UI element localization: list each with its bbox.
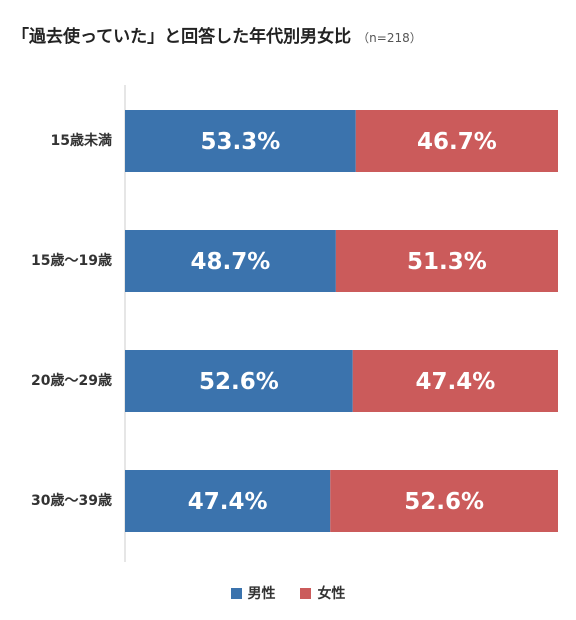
category-label: 30歳〜39歳 (31, 492, 112, 509)
bar-segment-male (125, 110, 356, 172)
chart-title: 「過去使っていた」と回答した年代別男女比 （n=218） (12, 22, 422, 47)
category-label: 15歳未満 (51, 132, 112, 149)
data-label-female: 47.4% (415, 369, 495, 395)
category-label: 20歳〜29歳 (31, 372, 112, 389)
bar-segment-male (125, 230, 336, 292)
data-label-female: 46.7% (417, 129, 497, 155)
bar-segment-male (125, 350, 353, 412)
legend-item-female: 女性 (300, 583, 345, 603)
data-label-male: 53.3% (200, 129, 280, 155)
chart-legend: 男性 女性 (0, 583, 576, 603)
data-label-male: 48.7% (191, 249, 271, 275)
bar-segment-female (352, 350, 558, 412)
data-label-male: 52.6% (199, 369, 279, 395)
bar-segment-female (330, 470, 558, 532)
legend-swatch-female (300, 587, 312, 599)
legend-label-male: 男性 (247, 586, 276, 602)
legend-swatch-male (230, 587, 242, 599)
bar-segment-female (355, 110, 558, 172)
bar-segment-female (335, 230, 558, 292)
data-label-female: 52.6% (404, 489, 484, 515)
legend-item-male: 男性 (230, 583, 276, 603)
bar-segment-male (125, 470, 331, 532)
data-label-male: 47.4% (188, 489, 268, 515)
category-label: 15歳〜19歳 (31, 252, 112, 269)
legend-label-female: 女性 (317, 586, 346, 602)
chart-sample-size: （n=218） (357, 31, 422, 45)
chart-title-text: 「過去使っていた」と回答した年代別男女比 (12, 27, 352, 47)
data-label-female: 51.3% (407, 249, 487, 275)
